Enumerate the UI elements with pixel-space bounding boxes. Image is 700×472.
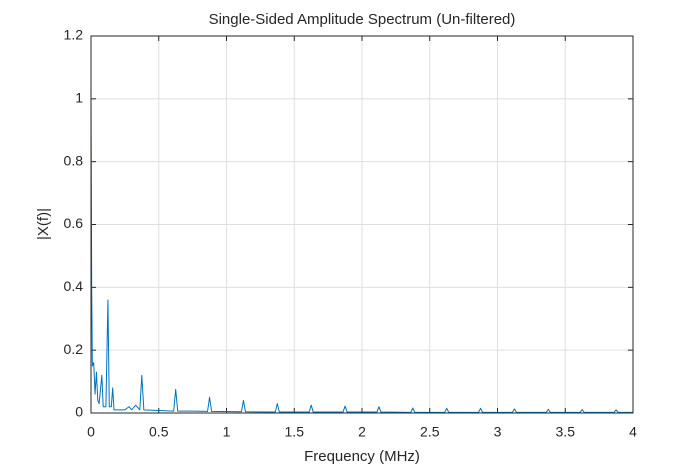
x-tick-label: 1.5 bbox=[285, 424, 305, 440]
y-tick-label: 0.8 bbox=[64, 152, 84, 168]
x-tick-label: 2.5 bbox=[420, 424, 440, 440]
x-tick-label: 1 bbox=[223, 424, 231, 440]
x-axis-label: Frequency (MHz) bbox=[304, 448, 420, 465]
y-tick-label: 0 bbox=[75, 404, 83, 420]
y-tick-label: 0.4 bbox=[64, 278, 84, 294]
x-tick-label: 0 bbox=[87, 424, 95, 440]
x-tick-label: 3 bbox=[494, 424, 502, 440]
y-tick-label: 0.6 bbox=[64, 215, 84, 231]
y-tick-label: 1 bbox=[75, 90, 83, 106]
axes-box bbox=[90, 35, 634, 414]
spectrum-line bbox=[90, 89, 633, 413]
x-tick-label: 0.5 bbox=[149, 424, 169, 440]
x-tick-label: 4 bbox=[629, 424, 637, 440]
x-tick-label: 3.5 bbox=[556, 424, 576, 440]
x-tick-label: 2 bbox=[358, 424, 366, 440]
y-axis-label: |X(f)| bbox=[35, 208, 52, 240]
chart-title: Single-Sided Amplitude Spectrum (Un-filt… bbox=[209, 11, 516, 28]
y-tick-label: 0.2 bbox=[64, 341, 84, 357]
y-tick-label: 1.2 bbox=[64, 27, 84, 43]
